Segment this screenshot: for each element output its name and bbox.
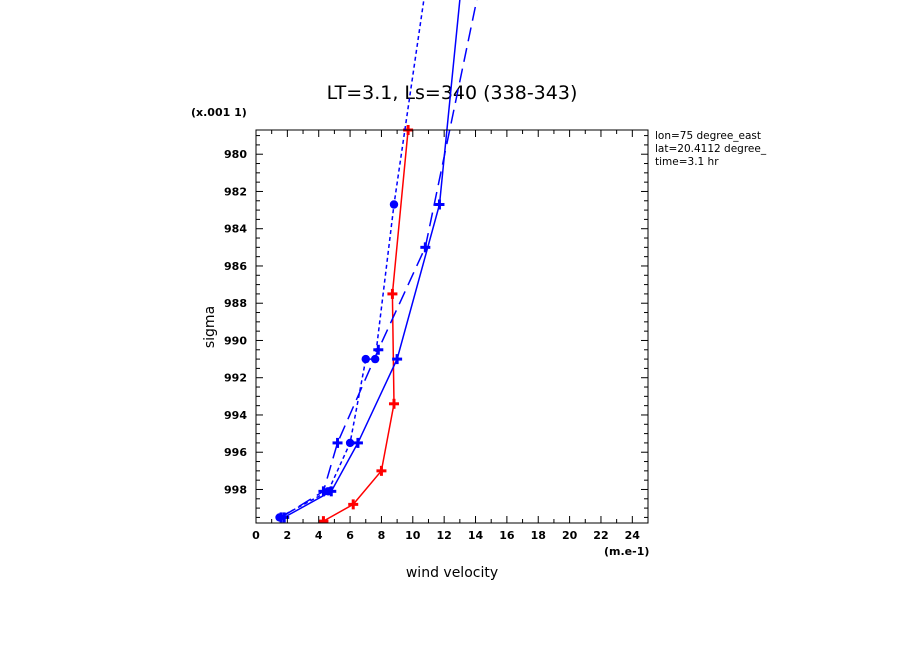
- x-tick-label: 16: [499, 529, 515, 542]
- y-tick-label: 986: [224, 260, 247, 273]
- x-tick-label: 18: [531, 529, 546, 542]
- y-tick-label: 982: [224, 185, 247, 198]
- data-point-marker: [332, 437, 343, 448]
- data-point-marker: [345, 438, 355, 448]
- y-tick-label: 992: [224, 372, 247, 385]
- series-line: [283, 0, 461, 519]
- series-line: [279, 0, 425, 519]
- data-point-marker: [318, 516, 329, 523]
- x-tick-label: 4: [315, 529, 323, 542]
- x-tick-label: 20: [562, 529, 578, 542]
- data-point-marker: [376, 465, 387, 476]
- data-point-marker: [352, 437, 363, 448]
- x-axis: 0 2 4 6 8 10 12 14 16 18 20 22 24: [252, 130, 649, 542]
- annotation-block: lon=75 degree_east lat=20.4112 degree_ t…: [655, 130, 767, 168]
- x-tick-label: 14: [468, 529, 484, 542]
- data-point-marker: [392, 354, 403, 365]
- x-tick-label: 22: [593, 529, 608, 542]
- x-tick-label: 6: [346, 529, 354, 542]
- y-tick-label: 994: [224, 409, 247, 422]
- y-tick-label: 984: [224, 223, 247, 236]
- data-point-marker: [389, 200, 399, 209]
- x-tick-label: 24: [625, 529, 641, 542]
- x-scale-label: (m.e-1): [604, 545, 649, 558]
- data-point-marker: [420, 242, 431, 253]
- data-point-marker: [388, 398, 399, 409]
- y-tick-label: 990: [224, 334, 247, 347]
- data-point-marker: [387, 288, 398, 299]
- series-line: [280, 0, 478, 519]
- y-tick-label: 980: [224, 148, 247, 161]
- x-tick-label: 2: [284, 529, 292, 542]
- x-tick-label: 12: [437, 529, 452, 542]
- annotation-lat: lat=20.4112 degree_: [655, 143, 767, 155]
- annotation-time: time=3.1 hr: [655, 156, 719, 168]
- data-point-marker: [275, 513, 284, 522]
- annotation-lon: lon=75 degree_east: [655, 130, 761, 142]
- y-axis-label: sigma: [202, 306, 218, 348]
- chart-title: LT=3.1, Ls=340 (338-343): [327, 82, 578, 104]
- data-point-marker: [434, 199, 445, 210]
- x-tick-label: 10: [405, 529, 421, 542]
- y-scale-label: (x.001 1): [191, 106, 247, 119]
- data-point-marker: [370, 354, 380, 364]
- y-tick-label: 996: [224, 446, 247, 459]
- series-layer: [275, 0, 478, 523]
- y-tick-label: 988: [224, 297, 247, 310]
- plot-frame: [255, 129, 649, 524]
- data-point-marker: [323, 487, 333, 496]
- x-tick-label: 0: [252, 529, 260, 542]
- series-line: [323, 129, 409, 522]
- data-point-marker: [373, 344, 384, 355]
- data-point-marker: [348, 499, 359, 510]
- x-tick-label: 8: [378, 529, 386, 542]
- x-axis-label: wind velocity: [406, 565, 498, 581]
- data-point-marker: [361, 354, 370, 364]
- y-axis: 980 982 984 986 988 990 992 994 996 998: [224, 135, 648, 518]
- y-tick-label: 998: [224, 483, 247, 496]
